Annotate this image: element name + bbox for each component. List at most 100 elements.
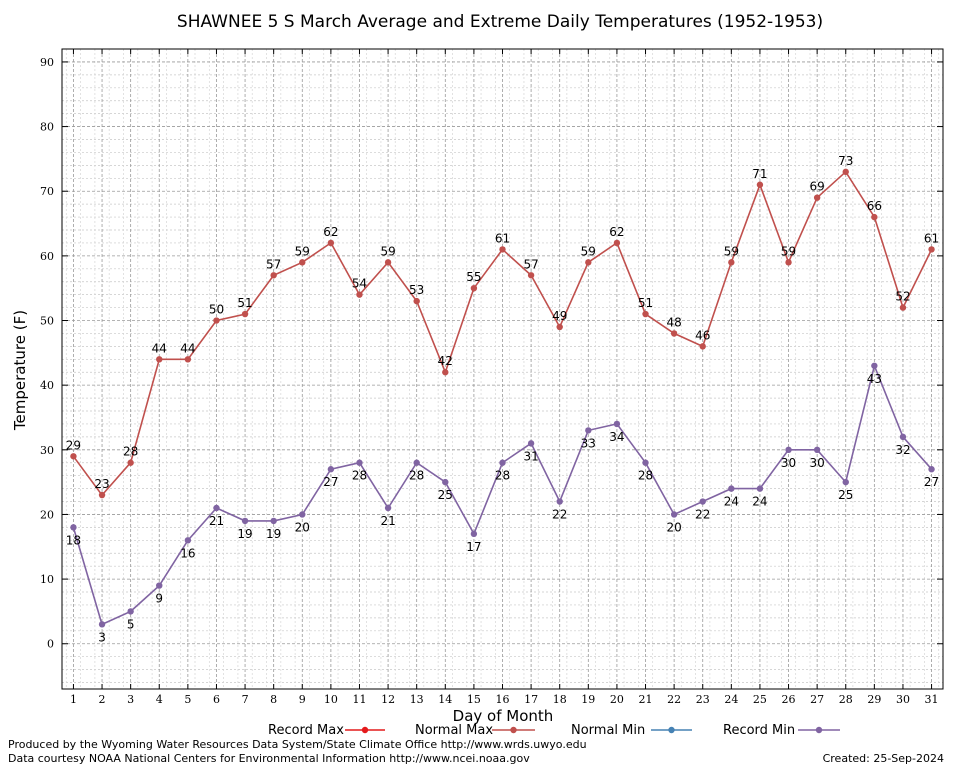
legend-marker bbox=[668, 726, 675, 734]
y-tick-label: 30 bbox=[40, 444, 54, 457]
data-label: 62 bbox=[609, 225, 624, 239]
data-label: 59 bbox=[724, 244, 739, 258]
data-label: 55 bbox=[466, 270, 481, 284]
data-point bbox=[785, 259, 792, 266]
data-point bbox=[928, 466, 935, 473]
legend-label: Normal Min bbox=[571, 723, 645, 738]
data-point bbox=[127, 608, 134, 615]
data-point bbox=[585, 427, 592, 434]
data-label: 9 bbox=[155, 592, 163, 606]
grid bbox=[62, 48, 943, 689]
data-label: 44 bbox=[180, 341, 195, 355]
data-label: 33 bbox=[581, 436, 596, 450]
data-label: 24 bbox=[724, 495, 739, 509]
x-tick-label: 26 bbox=[782, 693, 796, 706]
x-axis-label: Day of Month bbox=[453, 707, 554, 725]
data-point bbox=[70, 453, 77, 460]
data-point bbox=[213, 504, 220, 512]
data-point bbox=[728, 259, 735, 266]
data-point bbox=[470, 530, 478, 538]
x-tick-label: 10 bbox=[324, 693, 338, 706]
data-label: 30 bbox=[810, 456, 825, 470]
data-label: 71 bbox=[752, 167, 767, 181]
data-label: 23 bbox=[94, 477, 109, 491]
data-point bbox=[156, 582, 163, 589]
data-label: 32 bbox=[895, 443, 910, 457]
data-label: 24 bbox=[752, 495, 767, 509]
x-tick-label: 18 bbox=[553, 693, 567, 706]
x-tick-label: 2 bbox=[99, 693, 106, 706]
data-label: 59 bbox=[781, 244, 796, 258]
y-tick-label: 40 bbox=[40, 379, 54, 392]
data-point bbox=[899, 433, 907, 441]
legend-marker bbox=[510, 726, 517, 734]
data-point bbox=[384, 259, 392, 266]
data-point bbox=[928, 246, 935, 253]
data-label: 57 bbox=[523, 257, 538, 271]
data-point bbox=[156, 356, 163, 363]
y-tick-label: 70 bbox=[40, 185, 54, 198]
data-label: 28 bbox=[123, 445, 138, 459]
data-label: 69 bbox=[810, 180, 825, 194]
data-point bbox=[98, 621, 106, 628]
data-point bbox=[871, 213, 878, 221]
data-point bbox=[699, 343, 706, 350]
data-point bbox=[270, 272, 277, 279]
data-label: 62 bbox=[323, 225, 338, 239]
data-label: 44 bbox=[152, 341, 167, 355]
data-label: 50 bbox=[209, 303, 224, 317]
legend-marker bbox=[815, 726, 823, 734]
data-point bbox=[270, 517, 277, 525]
data-label: 20 bbox=[666, 520, 681, 534]
data-point bbox=[327, 239, 335, 247]
x-tick-label: 28 bbox=[839, 693, 853, 706]
y-tick-label: 10 bbox=[40, 573, 54, 586]
chart-title: SHAWNEE 5 S March Average and Extreme Da… bbox=[177, 12, 823, 32]
x-tick-label: 14 bbox=[438, 693, 452, 706]
x-tick-label: 15 bbox=[467, 693, 481, 706]
data-label: 59 bbox=[581, 244, 596, 258]
x-tick-label: 9 bbox=[299, 693, 306, 706]
y-tick-label: 60 bbox=[40, 250, 54, 263]
y-tick-label: 0 bbox=[47, 638, 54, 651]
data-label: 57 bbox=[266, 257, 281, 271]
data-point bbox=[356, 459, 363, 466]
data-point bbox=[213, 317, 220, 324]
y-axis-label: Temperature (F) bbox=[11, 310, 29, 431]
data-label: 25 bbox=[838, 488, 853, 502]
data-point bbox=[642, 459, 649, 466]
data-label: 18 bbox=[66, 533, 81, 547]
data-label: 61 bbox=[924, 231, 939, 245]
credit-line-1: Produced by the Wyoming Water Resources … bbox=[8, 738, 587, 751]
data-point bbox=[127, 459, 134, 466]
data-point bbox=[527, 440, 535, 447]
data-label: 19 bbox=[266, 527, 281, 541]
data-point bbox=[699, 498, 706, 505]
data-label: 28 bbox=[495, 469, 510, 483]
x-tick-label: 6 bbox=[213, 693, 220, 706]
data-point bbox=[413, 297, 420, 305]
data-point bbox=[384, 504, 392, 512]
data-point bbox=[327, 466, 335, 473]
credit-line-2: Data courtesy NOAA National Centers for … bbox=[8, 752, 530, 765]
axes: 1 2 3 4 5 6 7 8 9 10 11 12 13 14 15 16 17 18 19 20 21 22 23 24 2… bbox=[40, 49, 943, 706]
data-label: 51 bbox=[237, 296, 252, 310]
x-tick-label: 3 bbox=[127, 693, 134, 706]
data-point bbox=[299, 259, 306, 266]
data-point bbox=[299, 511, 306, 518]
data-label: 66 bbox=[867, 199, 882, 213]
legend-label: Record Min bbox=[723, 723, 795, 738]
data-point bbox=[413, 459, 420, 466]
y-tick-label: 80 bbox=[40, 121, 54, 134]
y-tick-label: 20 bbox=[40, 508, 54, 521]
data-point bbox=[499, 459, 506, 466]
data-point bbox=[556, 323, 563, 331]
x-tick-label: 1 bbox=[70, 693, 77, 706]
x-tick-label: 19 bbox=[581, 693, 595, 706]
data-label: 31 bbox=[523, 449, 538, 463]
data-label: 28 bbox=[352, 469, 367, 483]
data-label: 19 bbox=[237, 527, 252, 541]
created-date: Created: 25-Sep-2024 bbox=[822, 752, 944, 765]
